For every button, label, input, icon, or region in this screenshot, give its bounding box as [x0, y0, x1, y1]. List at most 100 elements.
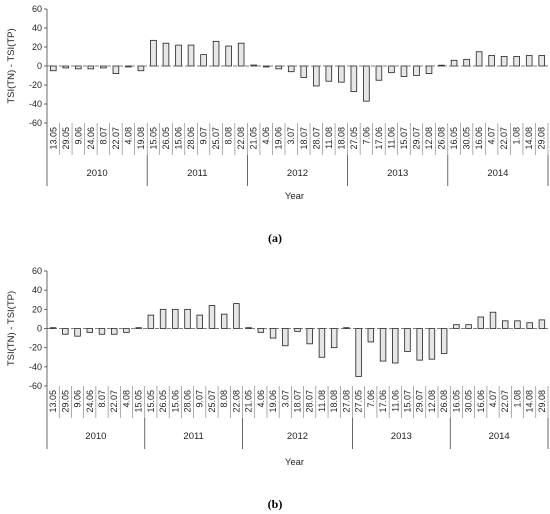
date-tick-label: 16.06	[474, 127, 484, 150]
bar	[500, 56, 508, 67]
bar	[147, 314, 155, 329]
bar	[425, 65, 433, 74]
bar	[200, 54, 207, 67]
date-tick-label: 14.08	[525, 390, 535, 413]
panel-label: (b)	[268, 497, 283, 511]
date-tick-label: 26.05	[158, 390, 168, 413]
bar	[416, 328, 423, 361]
bar	[150, 39, 157, 67]
date-tick-label: 14.08	[524, 127, 534, 150]
date-tick-label: 11.06	[386, 127, 396, 149]
bar	[87, 65, 95, 70]
date-tick-label: 16.05	[449, 127, 459, 150]
bar	[306, 328, 313, 345]
date-tick-label: 29.07	[415, 390, 425, 413]
bar	[237, 42, 245, 67]
year-label: 2014	[489, 431, 510, 442]
date-tick-label: 22.07	[109, 390, 119, 413]
year-label: 2011	[187, 168, 207, 179]
date-tick-label: 17.06	[378, 390, 388, 413]
bar	[325, 65, 333, 82]
bar	[465, 324, 472, 329]
date-tick-label: 27.05	[349, 127, 359, 150]
bar	[187, 44, 195, 67]
date-tick-label: 28.06	[183, 390, 193, 413]
date-tick-label: 8.07	[97, 390, 107, 408]
date-tick-label: 4.07	[488, 390, 498, 408]
year-label: 2010	[87, 168, 108, 179]
date-tick-label: 15.06	[174, 127, 184, 150]
bar	[225, 45, 232, 67]
date-tick-label: 29.05	[60, 390, 70, 413]
bar	[513, 56, 520, 67]
bar	[330, 328, 338, 349]
bar	[123, 328, 130, 333]
date-tick-label: 22.07	[111, 127, 121, 150]
date-tick-label: 19.08	[136, 127, 146, 150]
date-tick-label: 28.07	[311, 127, 321, 150]
bar	[282, 328, 289, 347]
bar	[413, 65, 420, 76]
y-tick-label: -40	[29, 362, 42, 372]
date-tick-label: 11.08	[317, 390, 327, 412]
date-tick-label: 17.06	[374, 127, 384, 150]
date-tick-label: 29.05	[61, 127, 71, 150]
year-label: 2010	[85, 431, 106, 442]
year-label: 2013	[387, 168, 408, 179]
y-tick-label: -60	[29, 381, 42, 391]
date-tick-label: 8.08	[224, 127, 234, 145]
date-tick-label: 9.07	[195, 390, 205, 408]
bar	[86, 328, 93, 333]
bar	[375, 65, 383, 81]
bar	[463, 58, 470, 67]
bar	[208, 305, 216, 329]
bar	[75, 65, 82, 70]
date-tick-label: 15.05	[148, 127, 158, 150]
date-tick-label: 15.07	[399, 127, 409, 150]
bar	[74, 328, 81, 337]
date-tick-label: 7.06	[361, 127, 371, 145]
date-tick-label: 16.05	[451, 390, 461, 413]
date-tick-label: 9.07	[199, 127, 209, 145]
x-axis-title: Year	[285, 457, 304, 468]
bar	[275, 65, 282, 70]
y-tick-label: 0	[37, 324, 42, 334]
year-label: 2011	[183, 431, 203, 442]
date-tick-label: 26.08	[439, 390, 449, 413]
bar	[137, 65, 145, 72]
bar	[488, 55, 495, 67]
bar	[388, 65, 395, 74]
bar	[400, 65, 408, 77]
y-tick-label: 60	[32, 4, 42, 14]
date-tick-label: 9.06	[73, 127, 83, 145]
date-tick-label: 15.05	[146, 390, 156, 413]
date-tick-label: 15.06	[170, 390, 180, 413]
date-tick-label: 7.06	[366, 390, 376, 408]
bar	[489, 311, 497, 329]
bar	[514, 320, 521, 329]
date-tick-label: 4.08	[123, 127, 133, 145]
date-tick-label: 11.06	[390, 390, 400, 412]
date-tick-label: 27.08	[341, 390, 351, 413]
bar	[184, 308, 191, 329]
bar	[475, 51, 483, 67]
bar	[428, 328, 436, 360]
date-tick-label: 11.08	[324, 127, 334, 149]
date-tick-label: 4.07	[487, 127, 497, 145]
bar	[257, 328, 265, 333]
date-tick-label: 30.05	[464, 390, 474, 413]
bar	[355, 328, 362, 377]
date-tick-label: 4.08	[121, 390, 131, 408]
bar	[526, 322, 533, 329]
date-tick-label: 28.06	[186, 127, 196, 150]
date-tick-label: 28.07	[305, 390, 315, 413]
date-tick-label: 22.08	[231, 390, 241, 413]
bar	[294, 328, 301, 332]
y-tick-label: 20	[32, 42, 42, 52]
bar	[269, 328, 277, 339]
bar	[212, 40, 220, 67]
bar	[363, 65, 370, 102]
date-tick-label: 22.07	[499, 127, 509, 150]
year-label: 2013	[391, 431, 412, 442]
